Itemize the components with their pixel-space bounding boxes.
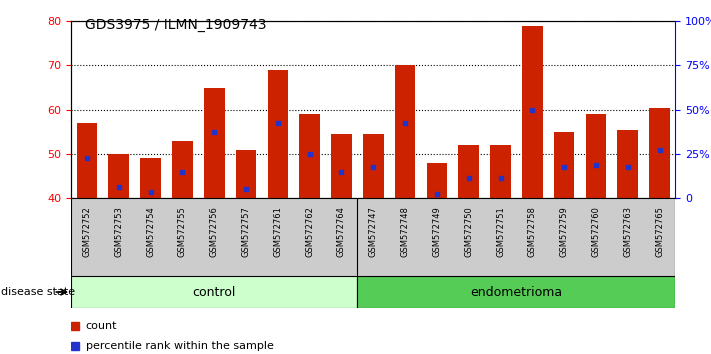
Bar — [617, 130, 638, 198]
Text: GSM572747: GSM572747 — [369, 206, 378, 257]
Bar — [236, 149, 257, 198]
Text: GSM572757: GSM572757 — [242, 206, 250, 257]
Text: GSM572748: GSM572748 — [400, 206, 410, 257]
Text: GSM572753: GSM572753 — [114, 206, 123, 257]
Bar — [172, 141, 193, 198]
Text: disease state: disease state — [1, 287, 75, 297]
Bar — [649, 108, 670, 198]
Bar — [331, 134, 352, 198]
Bar — [267, 70, 288, 198]
Bar — [554, 132, 574, 198]
Text: GSM572750: GSM572750 — [464, 206, 474, 257]
Text: count: count — [85, 321, 117, 331]
Text: GSM572749: GSM572749 — [432, 206, 442, 257]
Text: GSM572755: GSM572755 — [178, 206, 187, 257]
Bar — [586, 114, 606, 198]
Text: endometrioma: endometrioma — [471, 286, 562, 298]
Text: GSM572764: GSM572764 — [337, 206, 346, 257]
Text: GSM572760: GSM572760 — [592, 206, 600, 257]
Text: GDS3975 / ILMN_1909743: GDS3975 / ILMN_1909743 — [85, 18, 267, 32]
Bar — [204, 88, 225, 198]
Bar — [299, 114, 320, 198]
Bar — [109, 154, 129, 198]
Text: GSM572751: GSM572751 — [496, 206, 505, 257]
Text: GSM572759: GSM572759 — [560, 206, 569, 257]
Bar — [363, 134, 384, 198]
Bar — [71, 276, 358, 308]
Text: GSM572763: GSM572763 — [624, 206, 632, 257]
Bar — [490, 145, 510, 198]
Text: GSM572762: GSM572762 — [305, 206, 314, 257]
Text: GSM572765: GSM572765 — [655, 206, 664, 257]
Bar — [427, 163, 447, 198]
Bar — [358, 276, 675, 308]
Text: GSM572758: GSM572758 — [528, 206, 537, 257]
Text: GSM572756: GSM572756 — [210, 206, 219, 257]
Text: percentile rank within the sample: percentile rank within the sample — [85, 341, 274, 350]
Bar — [140, 159, 161, 198]
Text: GSM572761: GSM572761 — [273, 206, 282, 257]
Bar — [395, 65, 415, 198]
Text: GSM572754: GSM572754 — [146, 206, 155, 257]
Text: control: control — [193, 286, 236, 298]
Bar — [459, 145, 479, 198]
Bar — [522, 26, 542, 198]
Text: GSM572752: GSM572752 — [82, 206, 92, 257]
Bar — [77, 123, 97, 198]
